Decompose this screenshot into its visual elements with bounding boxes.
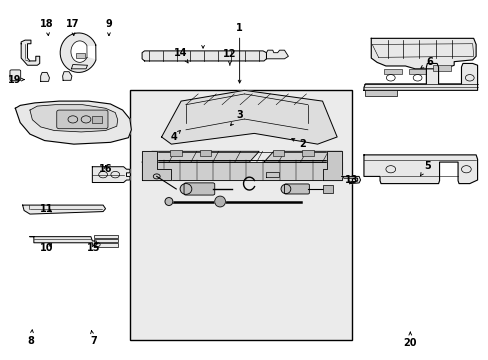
Text: 14: 14	[174, 48, 188, 63]
Polygon shape	[142, 51, 266, 61]
Ellipse shape	[164, 198, 172, 206]
Text: 5: 5	[420, 161, 430, 176]
FancyBboxPatch shape	[365, 90, 396, 96]
FancyBboxPatch shape	[408, 69, 426, 74]
Polygon shape	[142, 151, 259, 162]
Text: 19: 19	[8, 75, 24, 85]
Polygon shape	[266, 50, 288, 59]
FancyBboxPatch shape	[302, 150, 313, 156]
Text: 6: 6	[420, 57, 432, 68]
Polygon shape	[15, 101, 131, 144]
Polygon shape	[22, 205, 105, 214]
FancyBboxPatch shape	[384, 69, 401, 74]
Text: 16: 16	[99, 164, 112, 174]
FancyBboxPatch shape	[183, 183, 214, 195]
FancyBboxPatch shape	[94, 234, 118, 238]
Text: 1: 1	[236, 23, 243, 83]
Polygon shape	[92, 167, 130, 183]
Polygon shape	[341, 176, 360, 184]
FancyBboxPatch shape	[432, 65, 450, 71]
Polygon shape	[60, 33, 96, 72]
FancyBboxPatch shape	[57, 110, 108, 129]
Polygon shape	[30, 105, 118, 132]
Ellipse shape	[180, 184, 191, 194]
Text: 17: 17	[66, 19, 80, 36]
Polygon shape	[370, 39, 475, 69]
Text: 10: 10	[40, 243, 54, 253]
Text: 9: 9	[105, 19, 112, 36]
Polygon shape	[363, 63, 477, 90]
FancyBboxPatch shape	[284, 184, 309, 194]
Polygon shape	[266, 172, 278, 177]
FancyBboxPatch shape	[94, 243, 118, 247]
Polygon shape	[30, 237, 96, 245]
Polygon shape	[142, 162, 341, 180]
Ellipse shape	[281, 184, 290, 194]
Polygon shape	[142, 151, 171, 180]
FancyBboxPatch shape	[130, 90, 351, 339]
FancyBboxPatch shape	[272, 150, 284, 156]
Text: 18: 18	[40, 19, 54, 36]
FancyBboxPatch shape	[170, 150, 182, 156]
Text: 13: 13	[345, 175, 358, 185]
Polygon shape	[41, 72, 49, 81]
Text: 12: 12	[223, 49, 236, 65]
Polygon shape	[264, 151, 341, 162]
Polygon shape	[71, 64, 87, 69]
Polygon shape	[161, 90, 336, 144]
Text: 8: 8	[27, 330, 34, 346]
Polygon shape	[21, 40, 40, 65]
Polygon shape	[62, 72, 72, 80]
FancyBboxPatch shape	[92, 116, 102, 123]
Text: 7: 7	[90, 330, 97, 346]
Ellipse shape	[214, 196, 225, 207]
Text: 20: 20	[403, 332, 416, 348]
Text: 2: 2	[291, 139, 306, 149]
Text: 11: 11	[40, 204, 54, 214]
FancyBboxPatch shape	[199, 150, 211, 156]
FancyBboxPatch shape	[94, 239, 118, 242]
Text: 4: 4	[170, 130, 180, 142]
Text: 3: 3	[230, 111, 243, 126]
Text: 15: 15	[86, 243, 100, 253]
FancyBboxPatch shape	[10, 70, 20, 81]
Polygon shape	[322, 151, 341, 180]
FancyBboxPatch shape	[76, 53, 85, 58]
Polygon shape	[363, 155, 477, 184]
FancyBboxPatch shape	[322, 185, 332, 193]
